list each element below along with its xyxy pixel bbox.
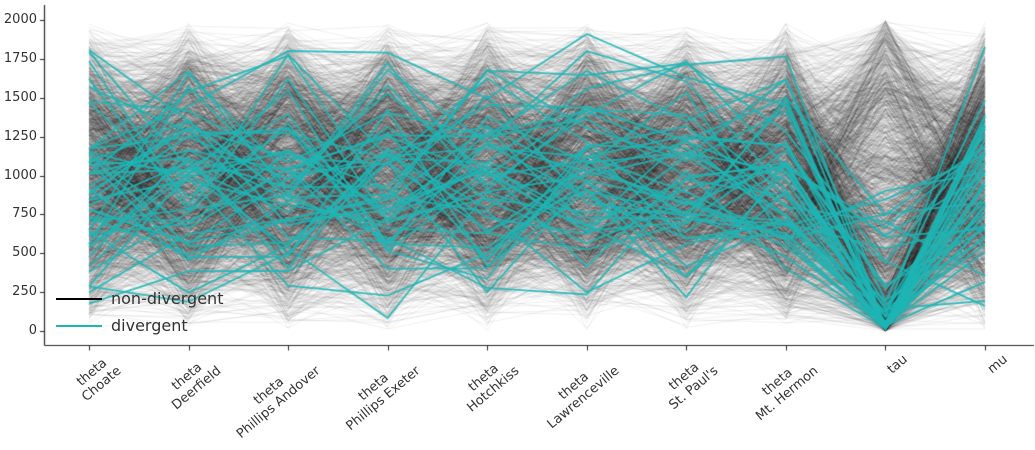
y-tick-label: 1750	[3, 50, 37, 66]
y-tick-label: 2000	[3, 12, 37, 27]
legend-item-non-divergent: non-divergent	[56, 285, 223, 312]
legend-item-divergent: divergent	[56, 312, 223, 339]
y-tick-label: 500	[12, 245, 37, 261]
divergent-line-sample	[56, 324, 102, 327]
y-tick-label: 1250	[3, 128, 37, 144]
y-tick-label: 750	[12, 206, 37, 222]
legend-label-non-divergent: non-divergent	[111, 289, 224, 308]
y-tick-label: 1500	[3, 89, 37, 105]
y-tick-label: 1000	[3, 167, 37, 183]
legend-label-divergent: divergent	[111, 316, 188, 335]
y-tick-label: 250	[12, 284, 37, 300]
non-divergent-line-sample	[56, 297, 102, 300]
y-tick-label: 0	[28, 323, 37, 338]
legend: non-divergent divergent	[56, 285, 223, 339]
